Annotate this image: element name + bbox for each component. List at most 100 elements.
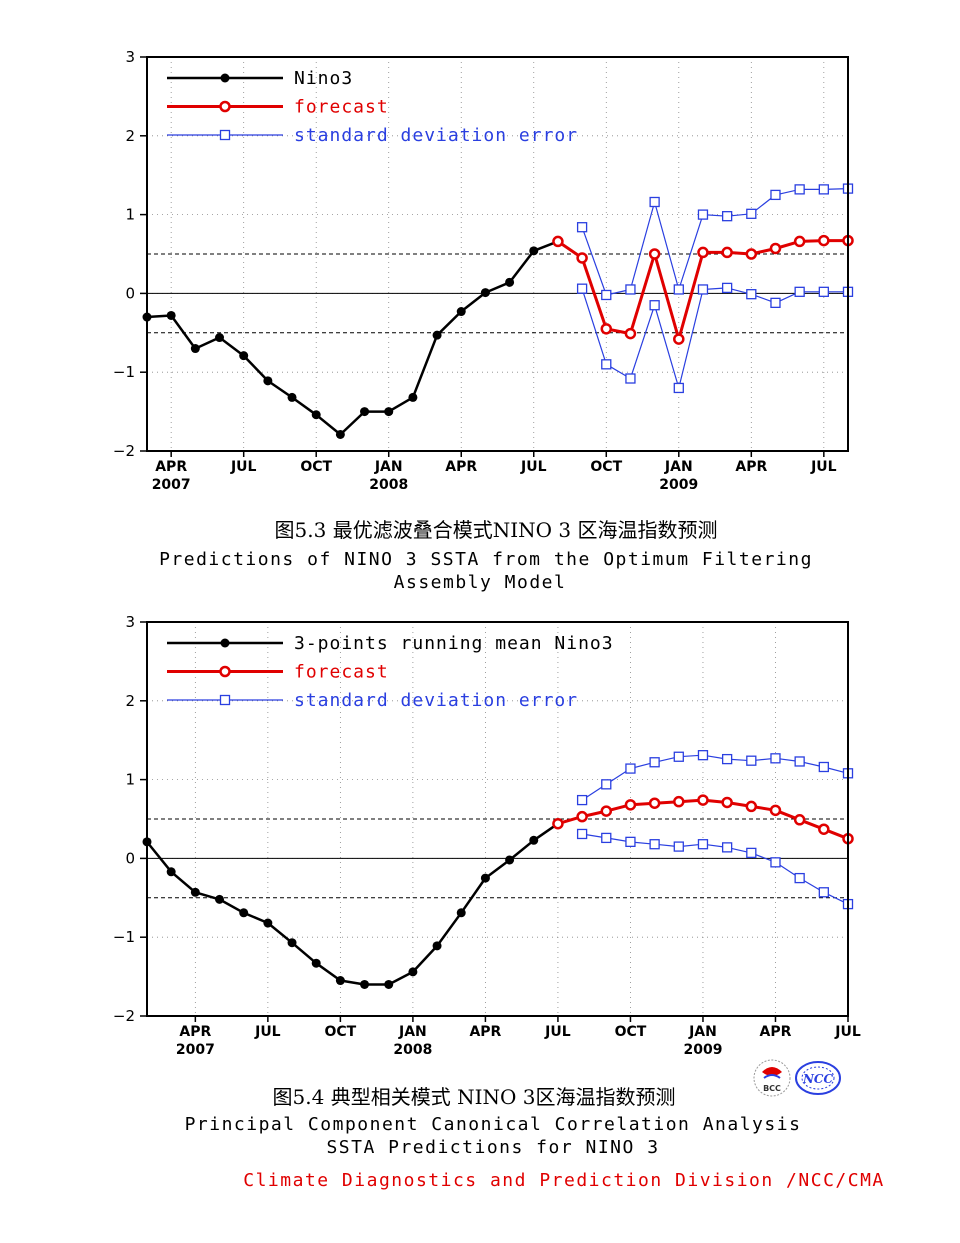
series-1-point-4 xyxy=(648,797,661,809)
y-tick-label-0: 3 xyxy=(125,613,135,631)
x-tick-month-1: JUL xyxy=(230,459,257,475)
plot-frame xyxy=(146,621,849,1017)
series-0-point-2 xyxy=(190,344,200,354)
series-0-point-10 xyxy=(384,979,394,989)
series-0-point-3 xyxy=(215,333,225,343)
x-tick-month-9: JUL xyxy=(834,1024,861,1040)
series-3-point-8 xyxy=(770,857,781,868)
y-tick-label-4: −1 xyxy=(113,363,135,381)
x-tick-month-0: APR xyxy=(179,1024,211,1040)
series-2-point-8 xyxy=(770,189,781,201)
series-2-point-5 xyxy=(697,209,709,220)
series-1-point-5 xyxy=(673,795,685,808)
series-0-point-6 xyxy=(287,938,297,948)
y-tick-label-0: 3 xyxy=(125,48,135,66)
y-tick-label-5: −2 xyxy=(113,1007,135,1025)
plot-frame xyxy=(146,56,849,452)
chart1-caption-en-2: Assembly Model xyxy=(394,572,567,593)
series-3-point-8 xyxy=(770,297,781,309)
series-0-point-14 xyxy=(480,288,490,298)
series-0-point-13 xyxy=(456,908,466,918)
y-tick-label-3: 0 xyxy=(125,849,135,867)
series-0-point-14 xyxy=(480,873,490,883)
series-3-point-0 xyxy=(576,283,588,294)
series-1-point-6 xyxy=(697,246,709,259)
series-1-point-3 xyxy=(624,799,637,811)
series-3-point-9 xyxy=(794,286,805,297)
series-line-0 xyxy=(146,240,559,436)
series-0-point-15 xyxy=(505,855,515,865)
series-2-point-5 xyxy=(697,750,709,761)
series-0-point-12 xyxy=(432,941,442,951)
series-0-point-12 xyxy=(432,330,442,340)
series-0-point-13 xyxy=(456,307,466,317)
series-0-point-5 xyxy=(263,918,273,928)
series-3-point-3 xyxy=(649,839,660,850)
series-3-point-2 xyxy=(625,836,636,848)
series-2-point-10 xyxy=(818,184,829,195)
x-tick-year-0: 2007 xyxy=(152,477,191,493)
series-0-point-3 xyxy=(215,894,225,904)
series-0-point-9 xyxy=(360,979,370,989)
x-tick-month-8: APR xyxy=(735,459,767,475)
x-tick-month-4: APR xyxy=(445,459,477,475)
series-2-point-6 xyxy=(721,753,733,765)
series-1-point-4 xyxy=(648,248,661,260)
series-3-point-5 xyxy=(697,284,709,295)
series-2-point-3 xyxy=(649,757,660,768)
chart2-caption-en-2: SSTA Predictions for NINO 3 xyxy=(326,1137,659,1158)
chart1-caption-en-1: Predictions of NINO 3 SSTA from the Opti… xyxy=(159,549,813,570)
x-tick-month-6: OCT xyxy=(590,459,622,475)
series-1-point-0 xyxy=(552,235,564,248)
series-0-point-5 xyxy=(263,376,273,386)
bcc-logo: BCC xyxy=(753,1059,791,1097)
series-1-point-9 xyxy=(769,242,782,255)
series-3-point-3 xyxy=(649,300,660,311)
x-tick-month-4: APR xyxy=(469,1024,501,1040)
x-tick-month-5: JUL xyxy=(544,1024,571,1040)
series-0-point-7 xyxy=(311,410,321,420)
legend-marker-1 xyxy=(219,100,231,113)
x-tick-month-1: JUL xyxy=(254,1024,281,1040)
x-tick-month-8: APR xyxy=(760,1024,792,1040)
chart2-caption-en-1: Principal Component Canonical Correlatio… xyxy=(185,1114,802,1135)
series-1-point-9 xyxy=(769,804,782,817)
series-3-point-2 xyxy=(625,373,636,384)
series-1-point-1 xyxy=(576,810,588,823)
series-2-point-6 xyxy=(721,211,733,222)
legend-label-2: standard deviation error xyxy=(294,125,578,146)
series-0-point-8 xyxy=(335,429,345,439)
series-3-point-10 xyxy=(818,887,829,898)
series-0-point-16 xyxy=(529,246,539,256)
series-0-point-2 xyxy=(190,887,200,897)
series-0-point-6 xyxy=(287,392,297,402)
series-2-point-9 xyxy=(794,184,805,195)
series-2-point-8 xyxy=(770,753,781,764)
x-tick-month-7: JAN xyxy=(664,459,693,475)
series-0-point-1 xyxy=(166,867,176,877)
bcc-logo-text: BCC xyxy=(763,1084,781,1093)
legend-marker-0 xyxy=(220,638,230,648)
x-tick-year-3: 2008 xyxy=(393,1042,432,1058)
series-2-point-9 xyxy=(794,756,805,767)
x-tick-month-0: APR xyxy=(155,459,187,475)
legend-marker-0 xyxy=(220,73,230,83)
series-0-point-11 xyxy=(408,392,418,402)
x-tick-month-2: OCT xyxy=(325,1024,357,1040)
ncc-logo: NCC xyxy=(795,1061,841,1095)
series-1-point-5 xyxy=(673,333,685,345)
series-1-point-11 xyxy=(818,234,830,247)
series-2-point-2 xyxy=(625,763,636,774)
series-0-point-9 xyxy=(360,407,370,417)
series-3-point-4 xyxy=(673,382,684,394)
series-line-3 xyxy=(582,833,849,905)
chart-canonical-correlation: 3 2 1 0 −1 −2 APR 2007 JUL OCT JAN 2008 APR JUL OCT JAN… xyxy=(113,613,861,1058)
x-tick-year-3: 2008 xyxy=(369,477,408,493)
series-3-point-10 xyxy=(818,286,829,297)
y-tick-label-1: 2 xyxy=(125,127,135,145)
x-tick-year-7: 2009 xyxy=(659,477,698,493)
series-2-point-1 xyxy=(601,289,612,301)
x-tick-month-5: JUL xyxy=(520,459,547,475)
series-3-point-1 xyxy=(601,359,612,370)
